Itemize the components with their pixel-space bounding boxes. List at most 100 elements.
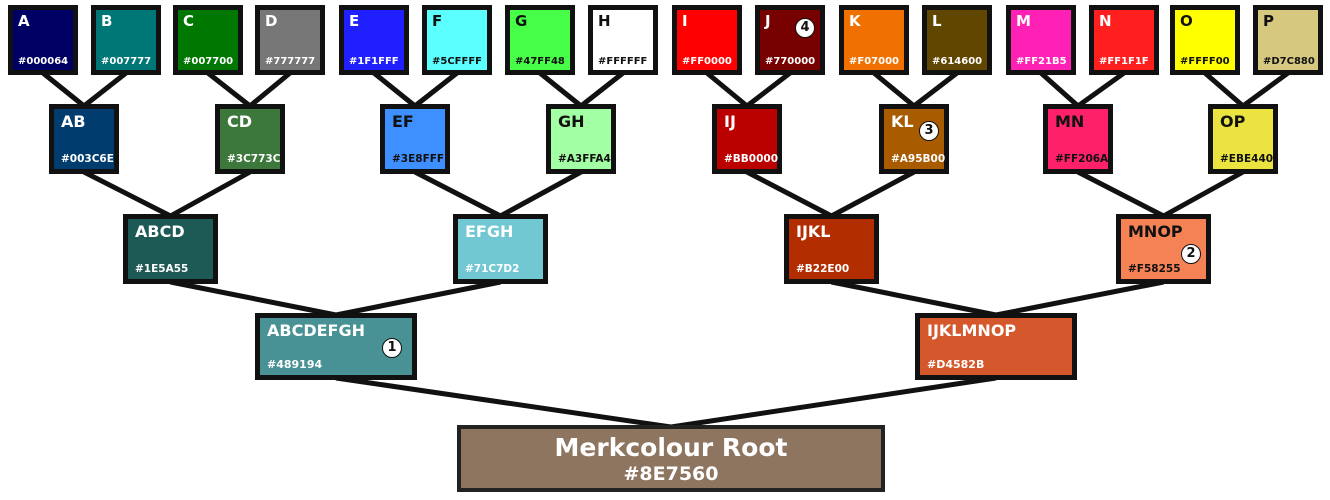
node-label: B (101, 12, 113, 30)
node-label: GH (558, 112, 585, 131)
node-hex: #71C7D2 (465, 263, 520, 275)
node-label: O (1180, 12, 1193, 30)
node-hex: #D4582B (927, 358, 985, 371)
edge-leaves-0 (41, 71, 86, 108)
node-e[interactable]: E #1F1FFF (339, 5, 409, 75)
edge-quads-3 (995, 279, 1164, 318)
step-badge-2: 2 (1181, 244, 1201, 264)
node-hex: #FF0000 (682, 56, 732, 67)
node-hex: #000064 (18, 56, 69, 67)
node-gh[interactable]: GH #A3FFA4 (546, 104, 616, 174)
node-label: IJKL (796, 222, 831, 241)
node-label: E (349, 12, 360, 30)
node-abcd[interactable]: ABCD #1E5A55 (123, 214, 218, 284)
node-label: MN (1055, 112, 1085, 131)
node-label: H (598, 12, 611, 30)
edge-leaves-3 (248, 71, 292, 108)
node-hex: #003C6E (61, 153, 114, 165)
node-hex: #F07000 (849, 56, 899, 67)
node-hex: #BB0000 (724, 153, 779, 165)
node-ij[interactable]: IJ #BB0000 (712, 104, 782, 174)
node-label: N (1099, 12, 1112, 30)
edge-halves-1 (670, 375, 997, 430)
node-kl[interactable]: KL #A95B00 3 (879, 104, 949, 174)
edge-pairs-2 (413, 169, 502, 219)
node-label: G (515, 12, 528, 30)
node-hex: #F58255 (1128, 263, 1181, 275)
node-hex: #FFFFFF (598, 56, 648, 67)
node-c[interactable]: C #007700 (173, 5, 243, 75)
node-label: C (183, 12, 195, 30)
node-label: A (18, 12, 30, 30)
node-hex: #489194 (267, 358, 323, 371)
node-label: P (1263, 12, 1274, 30)
edge-quads-2 (831, 279, 997, 318)
edge-pairs-7 (1162, 169, 1245, 219)
node-hex: #EBE440 (1220, 153, 1274, 165)
node-hex: #47FF48 (515, 56, 565, 67)
edge-leaves-13 (1076, 70, 1126, 109)
node-b[interactable]: B #007777 (91, 5, 161, 75)
node-ef[interactable]: EF #3E8FFF (380, 104, 450, 174)
node-h[interactable]: H #FFFFFF (588, 5, 658, 75)
node-mnop[interactable]: MNOP #F58255 2 (1116, 214, 1211, 284)
node-label: D (265, 12, 278, 30)
node-label: M (1016, 12, 1031, 30)
node-ab[interactable]: AB #003C6E (49, 104, 119, 174)
node-mn[interactable]: MN #FF206A (1043, 104, 1113, 174)
node-d[interactable]: D #777777 (255, 5, 325, 75)
node-f[interactable]: F #5CFFFF (422, 5, 492, 75)
node-n[interactable]: N #FF1F1F (1089, 5, 1159, 75)
node-l[interactable]: L #614600 (922, 5, 992, 75)
node-label: I (682, 12, 688, 30)
node-ijklmnop[interactable]: IJKLMNOP #D4582B (915, 313, 1077, 380)
node-label: L (932, 12, 942, 30)
node-i[interactable]: I #FF0000 (672, 5, 742, 75)
node-j[interactable]: J #770000 4 (755, 5, 825, 75)
node-hex: #007700 (183, 56, 234, 67)
node-label: OP (1220, 112, 1246, 131)
step-badge-4: 4 (795, 18, 815, 38)
node-label: K (849, 12, 861, 30)
node-g[interactable]: G #47FF48 (505, 5, 575, 75)
edge-leaves-12 (1039, 71, 1080, 108)
node-efgh[interactable]: EFGH #71C7D2 (453, 214, 548, 284)
node-hex: #1F1FFF (349, 56, 399, 67)
node-op[interactable]: OP #EBE440 (1208, 104, 1278, 174)
node-m[interactable]: M #FF21B5 (1006, 5, 1076, 75)
node-label: EFGH (465, 222, 514, 241)
edge-leaves-8 (705, 71, 749, 108)
node-label: EF (392, 112, 414, 131)
node-hex: #FFFF00 (1180, 56, 1230, 67)
node-hex: #D7C880 (1263, 56, 1315, 67)
node-abcdefgh[interactable]: ABCDEFGH #489194 1 (255, 313, 417, 380)
node-label: MNOP (1128, 222, 1183, 241)
edge-pairs-5 (830, 169, 916, 219)
edge-leaves-15 (1241, 70, 1290, 109)
node-cd[interactable]: CD #3C773C (215, 104, 285, 174)
edge-leaves-11 (912, 71, 959, 108)
edge-leaves-1 (82, 71, 128, 108)
node-label: IJ (724, 112, 736, 131)
node-label: ABCDEFGH (267, 321, 365, 340)
node-label: J (765, 12, 771, 30)
node-a[interactable]: A #000064 (8, 5, 78, 75)
node-hex: #614600 (932, 56, 983, 67)
edge-leaves-10 (872, 71, 916, 108)
node-hex: #007777 (101, 56, 152, 67)
root-node[interactable]: Merkcolour Root #8E7560 (457, 425, 885, 492)
node-hex: #3E8FFF (392, 153, 445, 165)
node-p[interactable]: P #D7C880 (1253, 5, 1323, 75)
node-label: CD (227, 112, 253, 131)
edge-leaves-5 (413, 71, 459, 108)
node-o[interactable]: O #FFFF00 (1170, 5, 1240, 75)
edge-pairs-6 (1076, 169, 1165, 219)
node-hex: #777777 (265, 56, 316, 67)
edge-leaves-14 (1203, 71, 1245, 108)
edge-pairs-0 (82, 169, 172, 219)
node-hex: #FF206A (1055, 153, 1109, 165)
node-ijkl[interactable]: IJKL #B22E00 (784, 214, 879, 284)
edge-quads-0 (170, 279, 337, 318)
node-k[interactable]: K #F07000 (839, 5, 909, 75)
